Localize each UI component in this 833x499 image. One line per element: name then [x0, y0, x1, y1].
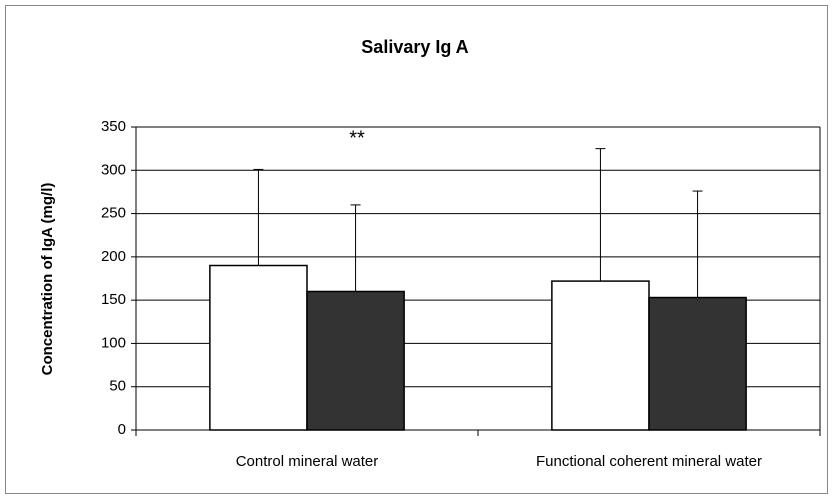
y-tick-label: 250: [101, 205, 126, 222]
y-tick-label: 200: [101, 248, 126, 265]
bar: [551, 280, 650, 431]
y-tick-label: 50: [109, 378, 126, 395]
y-tick-label: 0: [118, 421, 126, 438]
y-axis-label: Concentration of IgA (mg/l): [39, 183, 56, 376]
annotation: **: [349, 128, 365, 150]
bar: [209, 264, 308, 431]
y-tick-label: 100: [101, 334, 126, 351]
y-tick-label: 300: [101, 161, 126, 178]
chart-title: Salivary Ig A: [361, 37, 468, 57]
x-tick-label: Control mineral water: [236, 453, 379, 470]
y-tick-label: 150: [101, 291, 126, 308]
x-tick-label: Functional coherent mineral water: [536, 453, 762, 470]
y-tick-label: 350: [101, 118, 126, 135]
bar: [648, 296, 747, 431]
bar: [306, 290, 405, 431]
